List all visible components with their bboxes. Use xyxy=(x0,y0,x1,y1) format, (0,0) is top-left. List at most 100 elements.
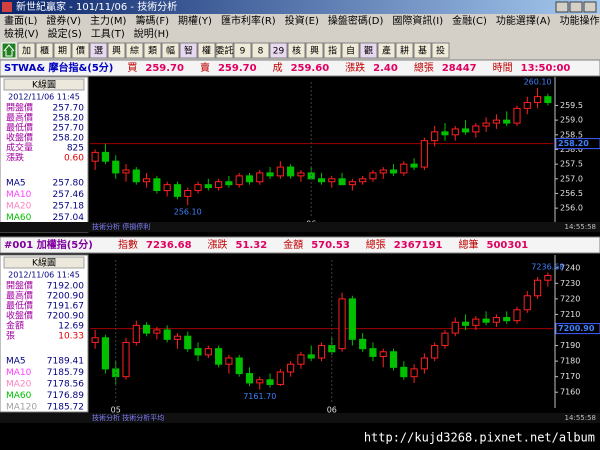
candle-body xyxy=(400,163,408,174)
toolbar-button[interactable] xyxy=(431,42,450,59)
y-tick-label: 256.5 xyxy=(560,189,583,198)
candle-body xyxy=(451,128,459,136)
toolbar-label: 綜 xyxy=(130,45,139,57)
menu-bar xyxy=(0,14,600,41)
low-label: 256.10 xyxy=(174,208,202,217)
toolbar-label: 投 xyxy=(436,45,445,57)
candle-body xyxy=(266,172,274,177)
toolbar-button[interactable] xyxy=(17,42,36,59)
minimize-button[interactable] xyxy=(555,1,569,13)
toolbar-button[interactable] xyxy=(413,42,432,59)
current-label-box xyxy=(555,323,600,335)
toolbar-button[interactable] xyxy=(341,42,360,59)
watermark-url: http://kujd3268.pixnet.net/album xyxy=(364,431,595,445)
candle-body xyxy=(245,175,254,183)
menu-item[interactable]: 主力(M) xyxy=(90,14,127,27)
toolbar-button[interactable] xyxy=(179,42,198,59)
menu-item[interactable]: 期權(Y) xyxy=(178,14,212,27)
toolbar-button[interactable] xyxy=(53,42,72,59)
toolbar-button[interactable] xyxy=(107,42,126,59)
candle-body xyxy=(91,337,99,343)
close-button[interactable] xyxy=(583,1,597,13)
toolbar-button[interactable] xyxy=(125,42,144,59)
toolbar-button[interactable] xyxy=(395,42,414,59)
candle-body xyxy=(482,122,490,127)
info-label: 收盤價 xyxy=(6,132,33,144)
info-label: 張 xyxy=(6,331,15,342)
toolbar-button[interactable] xyxy=(269,42,288,59)
toolbar-button[interactable] xyxy=(161,42,180,59)
candle-body xyxy=(482,318,490,323)
candle-body xyxy=(204,348,212,356)
menu-item[interactable]: 功能操作(F) xyxy=(560,14,600,27)
info-label: 成交量 xyxy=(6,142,33,154)
menu-item[interactable]: 投資(E) xyxy=(285,14,319,27)
candle-body xyxy=(204,184,212,189)
toolbar-button[interactable] xyxy=(251,42,270,59)
y-tick-label: 7220 xyxy=(560,294,580,303)
toolbar-button[interactable] xyxy=(143,42,162,59)
toolbar-button[interactable] xyxy=(35,42,54,59)
field-label: 時間 xyxy=(493,62,513,74)
info-datetime: 2012/11/06 11:45 xyxy=(8,93,80,102)
toolbar-button[interactable] xyxy=(215,42,234,59)
candle-body xyxy=(441,131,449,136)
candle-body xyxy=(153,178,161,192)
candle-body xyxy=(441,332,449,347)
y-tick-label: 259.5 xyxy=(560,101,583,110)
ma-value: 7185.79 xyxy=(47,368,84,378)
candle-body xyxy=(307,354,315,359)
info-value: 0.60 xyxy=(64,154,84,164)
menu-item[interactable]: 金融(C) xyxy=(452,14,487,27)
toolbar-button[interactable] xyxy=(287,42,306,59)
ma-label: MA20 xyxy=(6,380,32,390)
toolbar-button[interactable] xyxy=(233,42,252,59)
symbol-name: #001 加權指(5分) xyxy=(4,238,93,251)
toolbar-button[interactable] xyxy=(323,42,342,59)
y-tick-label: 259.0 xyxy=(560,116,583,125)
menu-item[interactable]: 操盤密碼(D) xyxy=(328,14,384,27)
toolbar-label: 類 xyxy=(148,46,157,57)
menu-item[interactable]: 功能選擇(A) xyxy=(496,14,551,27)
menu-item[interactable]: 國際資訊(I) xyxy=(392,14,443,27)
toolbar-button[interactable] xyxy=(377,42,396,59)
toolbar-button[interactable] xyxy=(71,42,90,59)
candle-body xyxy=(348,298,356,340)
candle-body xyxy=(461,321,470,326)
menu-item[interactable]: 檢視(V) xyxy=(4,27,39,40)
menu-item[interactable]: 畫面(L) xyxy=(4,14,37,27)
status-bar xyxy=(0,222,600,232)
ma-label: MA20 xyxy=(6,202,32,212)
ma-value: 7178.56 xyxy=(47,380,84,390)
menu-item[interactable]: 說明(H) xyxy=(134,27,169,40)
toolbar-button[interactable] xyxy=(89,42,108,59)
menu-item[interactable]: 證券(V) xyxy=(46,14,81,27)
candle-body xyxy=(379,351,387,357)
taskbar xyxy=(0,424,600,450)
menu-item[interactable]: 設定(S) xyxy=(48,27,82,40)
toolbar-button[interactable] xyxy=(197,42,216,59)
ma-value: 257.46 xyxy=(53,190,85,200)
toolbar-label: 指 xyxy=(328,45,337,57)
info-label: 最低價 xyxy=(6,122,33,134)
candle-body xyxy=(153,329,161,334)
menu-item[interactable]: 匯市利率(R) xyxy=(221,14,276,27)
ma-label: MA5 xyxy=(6,179,26,189)
field-label: 金額 xyxy=(283,238,303,251)
toolbar-label: 產 xyxy=(382,45,391,57)
candle-body xyxy=(225,181,233,186)
candle-body xyxy=(317,345,326,359)
toolbar-button[interactable] xyxy=(359,42,378,59)
maximize-button[interactable] xyxy=(569,1,583,13)
low-label: 7161.70 xyxy=(243,392,276,401)
symbol-name: STWA& 摩台指&(5分) xyxy=(4,61,113,74)
info-value: 258.20 xyxy=(53,114,85,124)
candle-body xyxy=(276,371,284,385)
menu-item[interactable]: 工具(T) xyxy=(91,28,125,40)
candle-body xyxy=(245,373,254,384)
candle-body xyxy=(297,172,305,177)
toolbar-button[interactable] xyxy=(305,42,324,59)
candle-body xyxy=(544,275,552,281)
menu-item[interactable]: 籌碼(F) xyxy=(135,14,169,27)
ma-value: 7189.41 xyxy=(47,357,84,367)
